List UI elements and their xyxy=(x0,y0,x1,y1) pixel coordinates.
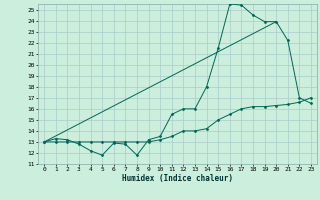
X-axis label: Humidex (Indice chaleur): Humidex (Indice chaleur) xyxy=(122,174,233,183)
